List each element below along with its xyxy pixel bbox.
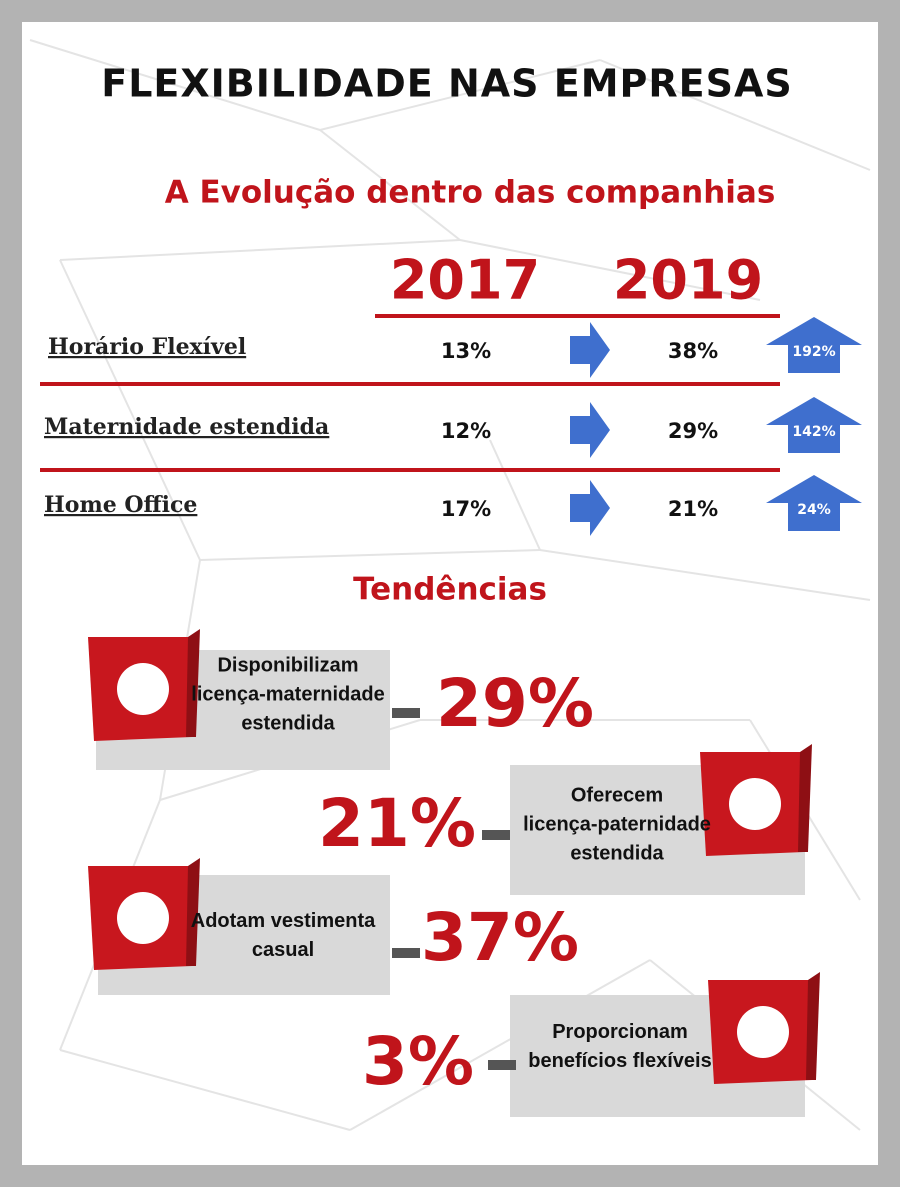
growth: 142%: [792, 424, 835, 440]
growth: 192%: [792, 344, 835, 360]
icon-glyph: [117, 663, 169, 715]
card-text: Disponibilizam: [217, 654, 358, 676]
connector: [392, 948, 420, 958]
section-title: Tendências: [353, 572, 547, 608]
card-text: estendida: [570, 842, 664, 864]
card-text: Proporcionam: [552, 1021, 688, 1043]
icon-fold: [806, 972, 820, 1080]
title: FLEXIBILIDADE NAS EMPRESAS: [101, 62, 793, 106]
card-text: Oferecem: [571, 784, 663, 806]
row-label: Maternidade estendida: [44, 414, 329, 440]
growth: 24%: [797, 502, 831, 518]
trend-value: 29%: [436, 665, 594, 742]
right-arrow: [570, 322, 610, 378]
divider: [40, 468, 780, 472]
icon-glyph: [729, 778, 781, 830]
icon-fold: [186, 629, 200, 737]
value-2017: 12%: [441, 419, 491, 443]
column-header: 2019: [613, 249, 763, 312]
row-label: Home Office: [44, 492, 197, 518]
icon-fold: [798, 744, 812, 852]
trend-value: 21%: [318, 785, 476, 862]
right-arrow: [570, 480, 610, 536]
row-label: Horário Flexível: [48, 334, 246, 360]
connector: [482, 830, 510, 840]
value-2019: 38%: [668, 339, 718, 363]
value-2019: 29%: [668, 419, 718, 443]
column-header: 2017: [390, 249, 540, 312]
card-text: casual: [252, 939, 314, 961]
card-text: Adotam vestimenta: [191, 910, 376, 932]
card-text: licença-paternidade: [523, 813, 711, 835]
card-text: estendida: [241, 712, 335, 734]
value-2017: 17%: [441, 497, 491, 521]
connector: [488, 1060, 516, 1070]
up-arrow: [766, 475, 862, 531]
value-2017: 13%: [441, 339, 491, 363]
connector: [392, 708, 420, 718]
right-arrow: [570, 402, 610, 458]
trend-value: 37%: [421, 899, 579, 976]
up-arrow: [766, 317, 862, 373]
trend-cards: Disponibilizam licença-maternidade estendi…: [88, 629, 820, 1117]
divider: [375, 314, 780, 318]
card-text: licença-maternidade: [191, 683, 384, 705]
divider: [40, 382, 780, 386]
icon-fold: [186, 858, 200, 966]
table-rows: Horário Flexível 13% 38% 192% Maternidade es…: [44, 317, 862, 536]
subtitle: A Evolução dentro das companhias: [165, 175, 776, 211]
icon-glyph: [737, 1006, 789, 1058]
up-arrow: [766, 397, 862, 453]
trend-value: 3%: [362, 1023, 474, 1100]
value-2019: 21%: [668, 497, 718, 521]
icon-glyph: [117, 892, 169, 944]
card-text: benefícios flexíveis: [528, 1050, 711, 1072]
